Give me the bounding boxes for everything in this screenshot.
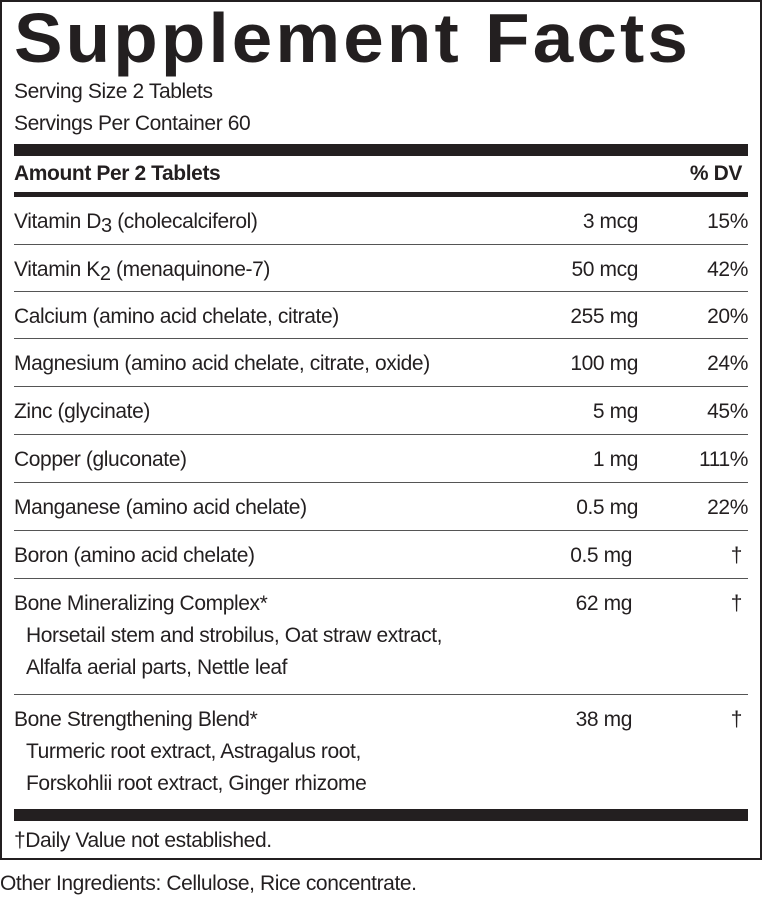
label-title: Supplement Facts xyxy=(14,0,691,77)
serving-size: Serving Size 2 Tablets xyxy=(14,80,213,103)
nutrient-dv: 20% xyxy=(707,305,748,328)
footnote: †Daily Value not established. xyxy=(14,829,272,852)
nutrient-name: Magnesium (amino acid chelate, citrate, … xyxy=(14,352,430,375)
table-row: Manganese (amino acid chelate) 0.5 mg 22… xyxy=(14,483,748,531)
dv-header: % DV xyxy=(689,162,742,185)
nutrient-amount: 100 mg xyxy=(570,352,638,375)
table-row-blend: Bone Strengthening Blend* 38 mg † Turmer… xyxy=(14,695,748,809)
nutrient-amount: 1 mg xyxy=(592,448,638,471)
table-row-blend: Bone Mineralizing Complex* 62 mg † Horse… xyxy=(14,579,748,695)
table-row: Magnesium (amino acid chelate, citrate, … xyxy=(14,339,748,387)
nutrient-amount: 255 mg xyxy=(570,305,638,328)
supplement-facts-label: Supplement Facts Serving Size 2 Tablets … xyxy=(0,0,762,860)
blend-amount: 62 mg xyxy=(575,592,633,615)
nutrient-name: Vitamin D3 (cholecalciferol) xyxy=(14,210,258,237)
blend-ingredients: Horsetail stem and strobilus, Oat straw … xyxy=(26,624,443,647)
table-row: Calcium (amino acid chelate, citrate) 25… xyxy=(14,292,748,339)
nutrient-name: Vitamin K2 (menaquinone-7) xyxy=(14,258,270,285)
table-row: Zinc (glycinate) 5 mg 45% xyxy=(14,387,748,435)
nutrient-name: Boron (amino acid chelate) xyxy=(14,544,255,567)
nutrient-amount: 50 mcg xyxy=(571,258,639,281)
blend-ingredients: Turmeric root extract, Astragalus root, xyxy=(26,740,361,763)
nutrient-amount: 3 mcg xyxy=(582,210,639,233)
blend-ingredients: Alfalfa aerial parts, Nettle leaf xyxy=(26,656,288,679)
nutrient-name: Calcium (amino acid chelate, citrate) xyxy=(14,305,339,328)
other-ingredients: Other Ingredients: Cellulose, Rice conce… xyxy=(0,872,417,895)
divider-thick xyxy=(14,144,748,156)
nutrient-dv: 15% xyxy=(707,210,748,233)
nutrient-name: Manganese (amino acid chelate) xyxy=(14,496,307,519)
nutrient-amount: 0.5 mg xyxy=(570,544,632,567)
nutrient-amount: 5 mg xyxy=(592,400,638,423)
table-header: Amount Per 2 Tablets % DV xyxy=(14,156,748,192)
blend-ingredients: Forskohlii root extract, Ginger rhizome xyxy=(26,772,367,795)
divider-medium xyxy=(14,192,748,197)
nutrient-dv: 111% xyxy=(699,448,748,471)
blend-amount: 38 mg xyxy=(575,708,633,731)
blend-name: Bone Mineralizing Complex* xyxy=(14,592,268,615)
nutrient-name: Zinc (glycinate) xyxy=(14,400,150,423)
divider-thick xyxy=(14,809,748,821)
nutrient-dv: 42% xyxy=(707,258,748,281)
servings-per-container: Servings Per Container 60 xyxy=(14,112,251,135)
blend-name: Bone Strengthening Blend* xyxy=(14,708,258,731)
nutrient-amount: 0.5 mg xyxy=(576,496,638,519)
table-row: Boron (amino acid chelate) 0.5 mg † xyxy=(14,531,748,579)
blend-dv: † xyxy=(730,592,743,615)
table-row: Copper (gluconate) 1 mg 111% xyxy=(14,435,748,483)
nutrient-name: Copper (gluconate) xyxy=(14,448,187,471)
table-row: Vitamin D3 (cholecalciferol) 3 mcg 15% xyxy=(14,197,748,245)
table-row: Vitamin K2 (menaquinone-7) 50 mcg 42% xyxy=(14,245,748,292)
blend-dv: † xyxy=(730,708,743,731)
nutrient-dv: 45% xyxy=(707,400,748,423)
nutrient-dv: 24% xyxy=(707,352,748,375)
nutrient-dv: † xyxy=(730,544,743,567)
amount-header: Amount Per 2 Tablets xyxy=(14,162,221,185)
nutrient-dv: 22% xyxy=(707,496,748,519)
